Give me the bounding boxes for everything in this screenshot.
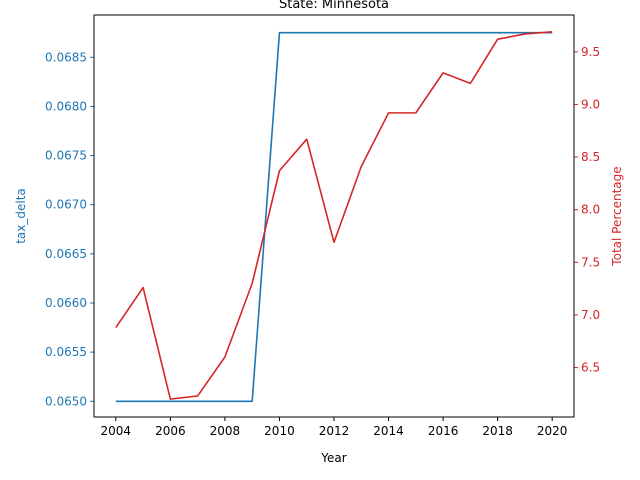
left-y-axis-label: tax_delta [14, 188, 28, 244]
right-y-tick-label: 9.0 [581, 97, 600, 111]
x-tick-label: 2010 [264, 424, 295, 438]
left-y-tick-label: 0.0670 [45, 198, 87, 212]
left-y-tick-label: 0.0685 [45, 50, 87, 64]
right-y-tick-label: 8.5 [581, 150, 600, 164]
right-y-tick-label: 8.0 [581, 203, 600, 217]
x-tick-label: 2016 [428, 424, 459, 438]
left-y-tick-label: 0.0665 [45, 247, 87, 261]
x-axis-label: Year [320, 451, 346, 465]
left-y-tick-label: 0.0675 [45, 149, 87, 163]
x-tick-label: 2004 [101, 424, 132, 438]
right-y-tick-label: 7.5 [581, 255, 600, 269]
left-y-tick-label: 0.0680 [45, 99, 87, 113]
series-line-2 [115, 31, 553, 400]
x-tick-label: 2014 [373, 424, 404, 438]
right-y-axis-label: Total Percentage [610, 166, 624, 266]
left-y-tick-label: 0.0660 [45, 296, 87, 310]
right-y-tick-label: 6.5 [581, 361, 600, 375]
left-y-tick-label: 0.0650 [45, 394, 87, 408]
chart-title: State: Minnesota [279, 0, 389, 12]
x-tick-label: 2020 [537, 424, 568, 438]
plot-lines [115, 31, 553, 403]
x-tick-label: 2006 [155, 424, 186, 438]
x-axis-ticks: 2004 2006 2008 2010 2012 2014 2016 2018 2020 [101, 417, 568, 438]
series-line-1 [115, 31, 553, 403]
left-y-tick-label: 0.0655 [45, 345, 87, 359]
x-tick-label: 2018 [482, 424, 513, 438]
plot-frame [93, 14, 575, 418]
right-y-tick-label: 9.5 [581, 45, 600, 59]
right-y-tick-label: 7.0 [581, 308, 600, 322]
left-y-axis-ticks: 0.0650 0.0655 0.0660 0.0665 0.0670 0.0675 0.06… [45, 50, 94, 408]
right-y-axis-ticks: 6.5 7.0 7.5 8.0 8.5 9.0 9.5 [574, 45, 600, 375]
x-tick-label: 2012 [319, 424, 350, 438]
x-tick-label: 2008 [210, 424, 241, 438]
